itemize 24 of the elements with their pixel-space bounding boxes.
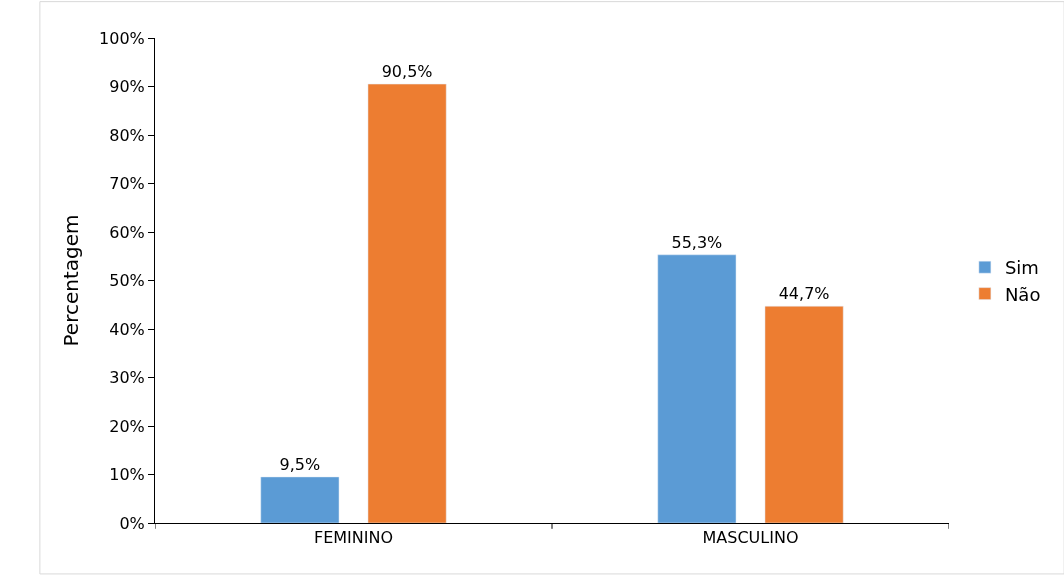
y-tick-label: 50% <box>109 271 145 291</box>
bar <box>764 305 844 523</box>
y-tick-label: 0% <box>119 513 145 533</box>
y-tick-label: 100% <box>99 28 145 48</box>
legend-label: Não <box>1004 283 1041 305</box>
y-tick-label: 20% <box>109 416 145 436</box>
data-label: 9,5% <box>279 454 321 474</box>
bar <box>657 254 737 523</box>
bar <box>260 476 340 523</box>
y-tick-label: 60% <box>109 222 145 242</box>
data-label: 44,7% <box>778 284 830 304</box>
data-label: 90,5% <box>381 62 433 82</box>
y-tick-label: 70% <box>109 174 145 194</box>
y-tick-label: 90% <box>109 77 145 97</box>
data-label: 55,3% <box>671 232 723 252</box>
y-tick-label: 30% <box>109 368 145 388</box>
y-axis-title: Percentagem <box>58 214 83 347</box>
legend-label: Sim <box>1004 257 1039 279</box>
x-tick-label: FEMININO <box>313 528 394 548</box>
y-tick-label: 10% <box>109 465 145 485</box>
x-tick-label: MASCULINO <box>702 528 799 548</box>
y-tick-label: 80% <box>109 125 145 145</box>
bar <box>367 83 447 523</box>
y-tick-label: 40% <box>109 319 145 339</box>
